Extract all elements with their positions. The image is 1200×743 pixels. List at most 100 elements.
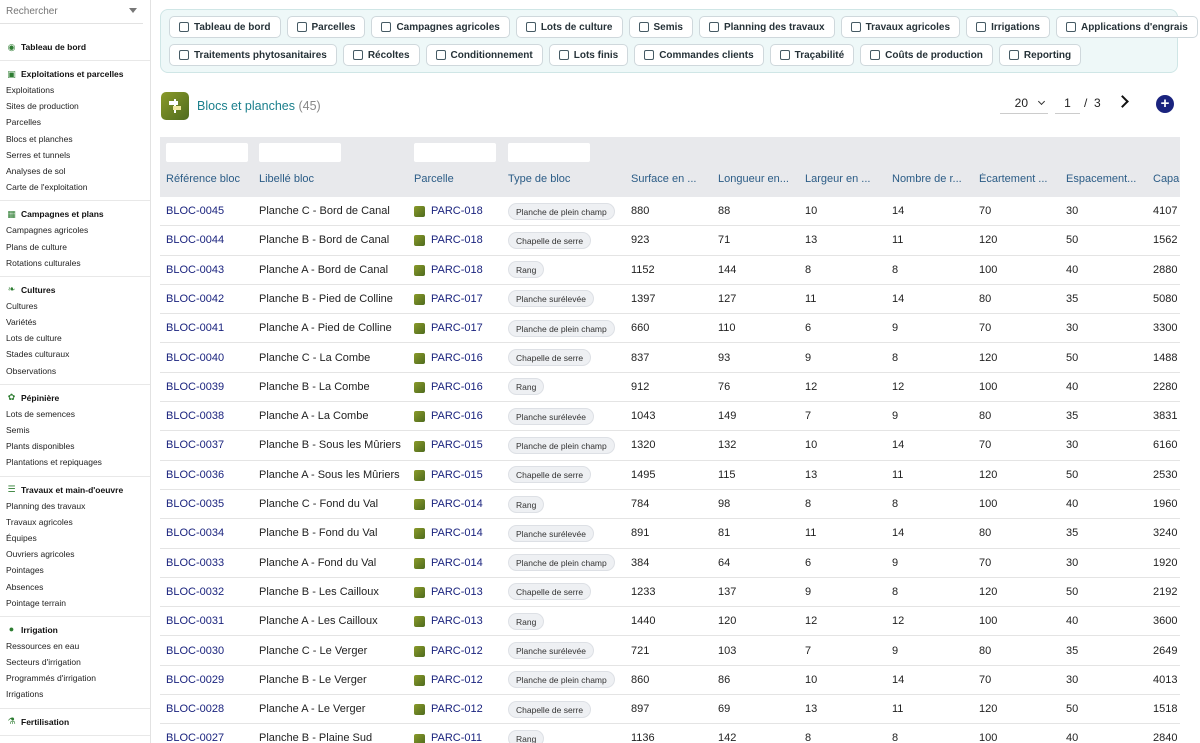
sidebar-section-header[interactable]: ⚗ Fertilisation	[0, 714, 150, 730]
column-filter-input[interactable]	[259, 143, 341, 162]
table-row[interactable]: BLOC-0036 Planche A - Sous les Mûriers PAR…	[160, 461, 1180, 490]
toolbar-button[interactable]: Parcelles	[286, 16, 366, 38]
reference-link[interactable]: BLOC-0045	[166, 205, 225, 217]
sidebar-item[interactable]: Travaux agricoles	[6, 516, 73, 527]
parcel-link[interactable]: PARC-013	[431, 585, 483, 598]
search-input[interactable]	[0, 0, 120, 22]
page-size-select[interactable]: 20	[1000, 93, 1048, 114]
sidebar-item[interactable]: Parcelles	[6, 117, 41, 128]
sidebar-item[interactable]: Ouvriers agricoles	[6, 549, 75, 560]
toolbar-button[interactable]: Traçabilité	[769, 44, 855, 66]
column-header[interactable]: Largeur en ...	[805, 173, 871, 185]
table-row[interactable]: BLOC-0037 Planche B - Sous les Mûriers PAR…	[160, 431, 1180, 461]
column-header[interactable]: Capa	[1153, 173, 1180, 185]
reference-link[interactable]: BLOC-0036	[166, 468, 225, 481]
next-page-icon[interactable]	[1118, 93, 1132, 111]
table-row[interactable]: BLOC-0032 Planche B - Les Cailloux PARC-01…	[160, 578, 1180, 608]
reference-link[interactable]: BLOC-0034	[166, 527, 225, 540]
reference-link[interactable]: BLOC-0029	[166, 673, 225, 686]
sidebar-item[interactable]: Semis	[6, 425, 30, 435]
sidebar-section-header[interactable]: ▦ Campagnes et plans	[0, 206, 150, 222]
column-header[interactable]: Type de bloc	[508, 173, 571, 185]
toolbar-button[interactable]: Lots finis	[548, 44, 629, 66]
chevron-down-icon[interactable]	[129, 8, 137, 13]
add-record-button[interactable]: +	[1156, 95, 1174, 113]
table-row[interactable]: BLOC-0034 Planche B - Fond du Val PARC-014…	[160, 519, 1180, 549]
parcel-link[interactable]: PARC-012	[431, 673, 483, 686]
parcel-link[interactable]: PARC-013	[431, 615, 483, 628]
table-row[interactable]: BLOC-0028 Planche A - Le Verger PARC-012 Ch…	[160, 695, 1180, 725]
reference-link[interactable]: BLOC-0040	[166, 351, 225, 364]
reference-link[interactable]: BLOC-0033	[166, 556, 225, 569]
sidebar-item[interactable]: Carte de l'exploitation	[6, 182, 88, 193]
toolbar-button[interactable]: Conditionnement	[425, 44, 543, 66]
reference-link[interactable]: BLOC-0043	[166, 263, 225, 276]
parcel-link[interactable]: PARC-014	[431, 498, 483, 510]
reference-link[interactable]: BLOC-0042	[166, 292, 225, 305]
column-header[interactable]: Libellé bloc	[259, 173, 315, 185]
reference-link[interactable]: BLOC-0039	[166, 380, 225, 393]
sidebar-item[interactable]: Secteurs d'irrigation	[6, 657, 81, 668]
parcel-link[interactable]: PARC-017	[431, 292, 483, 305]
sidebar-section-header[interactable]: ☰ Travaux et main-d'oeuvre	[0, 482, 150, 498]
sidebar-section-header[interactable]: ◉ Tableau de bord	[0, 39, 150, 55]
column-header[interactable]: Espacement...	[1066, 173, 1137, 185]
parcel-link[interactable]: PARC-017	[431, 322, 483, 335]
sidebar-item[interactable]: Analyses de sol	[6, 165, 66, 176]
sidebar-item[interactable]: Plantations et repiquages	[6, 457, 102, 468]
sidebar-item[interactable]: Planning des travaux	[6, 500, 86, 511]
parcel-link[interactable]: PARC-018	[431, 263, 483, 276]
reference-link[interactable]: BLOC-0031	[166, 615, 225, 628]
sidebar-item[interactable]: Plans de culture	[6, 241, 67, 252]
reference-link[interactable]: BLOC-0035	[166, 498, 225, 510]
sidebar-item[interactable]: Rotations culturales	[6, 257, 81, 268]
sidebar-item[interactable]: Stades culturaux	[6, 349, 70, 360]
parcel-link[interactable]: PARC-018	[431, 234, 483, 247]
sidebar-item[interactable]: Variétés	[6, 317, 37, 328]
toolbar-button[interactable]: Récoltes	[342, 44, 420, 66]
table-row[interactable]: BLOC-0042 Planche B - Pied de Colline PARC…	[160, 285, 1180, 315]
column-header[interactable]: Parcelle	[414, 173, 454, 185]
sidebar-item[interactable]: Pointage terrain	[6, 597, 67, 608]
column-header[interactable]: Écartement ...	[979, 173, 1048, 185]
parcel-link[interactable]: PARC-011	[431, 732, 482, 743]
column-filter-input[interactable]	[508, 143, 590, 162]
reference-link[interactable]: BLOC-0028	[166, 703, 225, 716]
toolbar-button[interactable]: Campagnes agricoles	[371, 16, 510, 38]
sidebar-section-header[interactable]: ● Irrigation	[0, 622, 150, 638]
column-header[interactable]: Longueur en...	[718, 173, 789, 185]
reference-link[interactable]: BLOC-0038	[166, 410, 225, 423]
sidebar-item[interactable]: Programmés d'irrigation	[6, 673, 96, 684]
reference-link[interactable]: BLOC-0037	[166, 439, 225, 452]
page-number-input[interactable]: 1	[1055, 93, 1080, 114]
sidebar-item[interactable]: Ressources en eau	[6, 640, 80, 651]
sidebar-item[interactable]: Blocs et planches	[6, 133, 73, 144]
column-header[interactable]: Nombre de r...	[892, 173, 962, 185]
parcel-link[interactable]: PARC-016	[431, 380, 483, 393]
toolbar-button[interactable]: Planning des travaux	[698, 16, 835, 38]
reference-link[interactable]: BLOC-0041	[166, 322, 225, 335]
table-row[interactable]: BLOC-0041 Planche A - Pied de Colline PARC…	[160, 314, 1180, 344]
column-filter-input[interactable]	[414, 143, 496, 162]
sidebar-section-header[interactable]: ▣ Exploitations et parcelles	[0, 66, 150, 82]
parcel-link[interactable]: PARC-015	[431, 439, 483, 452]
table-row[interactable]: BLOC-0030 Planche C - Le Verger PARC-012 Pl…	[160, 637, 1180, 666]
table-row[interactable]: BLOC-0033 Planche A - Fond du Val PARC-014…	[160, 549, 1180, 578]
table-row[interactable]: BLOC-0039 Planche B - La Combe PARC-016 Ran…	[160, 373, 1180, 403]
table-row[interactable]: BLOC-0029 Planche B - Le Verger PARC-012 Pl…	[160, 666, 1180, 696]
parcel-link[interactable]: PARC-015	[431, 468, 483, 481]
table-row[interactable]: BLOC-0031 Planche A - Les Cailloux PARC-01…	[160, 607, 1180, 637]
parcel-link[interactable]: PARC-014	[431, 527, 483, 540]
sidebar-item[interactable]: Cultures	[6, 300, 38, 311]
sidebar-item[interactable]: Équipes	[6, 532, 37, 543]
parcel-link[interactable]: PARC-018	[431, 205, 483, 217]
reference-link[interactable]: BLOC-0030	[166, 644, 225, 657]
sidebar-item[interactable]: Exploitations	[6, 85, 55, 95]
sidebar-item[interactable]: Absences	[6, 581, 44, 592]
reference-link[interactable]: BLOC-0044	[166, 234, 225, 247]
table-row[interactable]: BLOC-0045 Planche C - Bord de Canal PARC-0…	[160, 197, 1180, 227]
parcel-link[interactable]: PARC-012	[431, 644, 483, 657]
parcel-link[interactable]: PARC-016	[431, 351, 483, 364]
reference-link[interactable]: BLOC-0027	[166, 732, 225, 743]
table-row[interactable]: BLOC-0027 Planche B - Plaine Sud PARC-011 R…	[160, 724, 1180, 743]
